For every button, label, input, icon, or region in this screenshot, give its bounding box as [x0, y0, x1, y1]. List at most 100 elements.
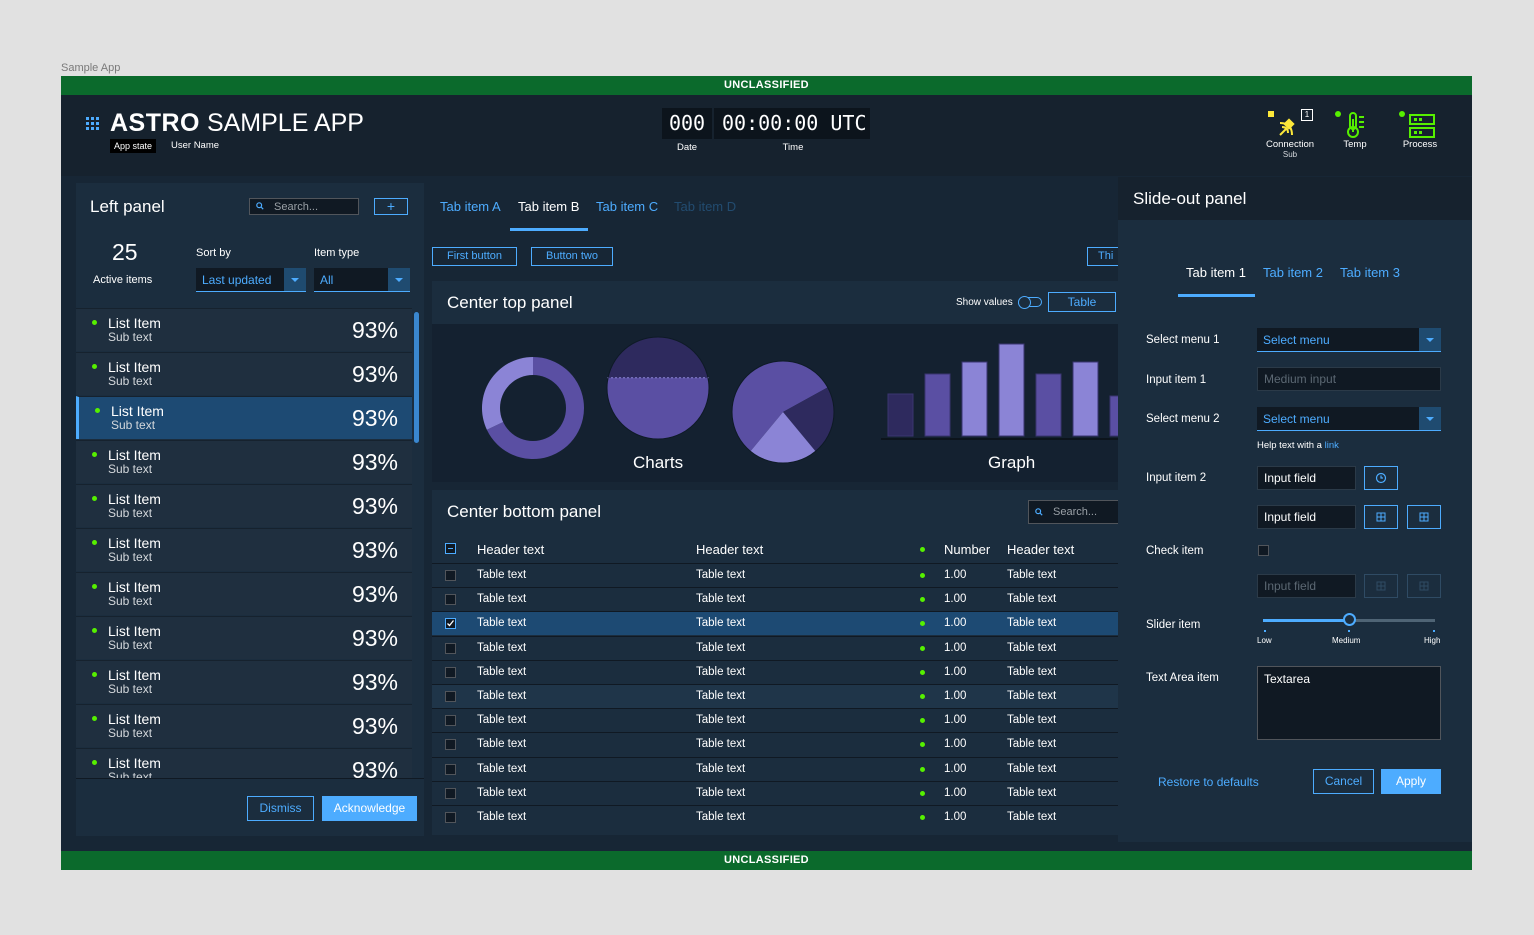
row-checkbox[interactable] — [445, 739, 456, 751]
table-cell-number: 1.00 — [944, 641, 967, 654]
monitor-process[interactable]: Process — [1390, 109, 1450, 150]
pie-slice — [732, 361, 828, 452]
select-menu-2[interactable]: Select menu — [1257, 407, 1441, 431]
row-checkbox[interactable] — [445, 642, 456, 654]
table-row[interactable]: Table text Table text 1.00 Table text — [432, 756, 1118, 781]
table-row[interactable]: Table text Table text 1.00 Table text — [432, 780, 1118, 805]
cancel-button[interactable]: Cancel — [1313, 769, 1374, 794]
left-panel-footer: Dismiss Acknowledge — [76, 778, 424, 836]
tab-item-c[interactable]: Tab item C — [596, 199, 659, 214]
item-type-select[interactable]: All — [314, 268, 410, 292]
tab-item-2[interactable]: Tab item 2 — [1263, 265, 1323, 280]
grid-button[interactable] — [1407, 505, 1441, 529]
show-values-label: Show values — [956, 297, 1013, 308]
active-count-label: Active items — [93, 274, 153, 286]
status-icon — [920, 694, 925, 699]
monitor-temp[interactable]: Temp — [1325, 109, 1385, 150]
row-checkbox[interactable] — [445, 763, 456, 775]
row-checkbox[interactable] — [445, 594, 456, 606]
row-checkbox[interactable] — [445, 666, 456, 678]
monitor-connection[interactable]: 1 Connection Sub — [1260, 109, 1320, 159]
add-button[interactable]: + — [374, 198, 408, 215]
button-two[interactable]: Button two — [531, 247, 613, 266]
list-item[interactable]: List Item Sub text 93% — [76, 660, 412, 703]
tab-item-3[interactable]: Tab item 3 — [1340, 265, 1400, 280]
app-window: UNCLASSIFIED ASTRO SAMPLE APP App state … — [61, 76, 1472, 870]
grid-button[interactable] — [1364, 505, 1398, 529]
table-cell: Table text — [1007, 690, 1057, 702]
help-link[interactable]: link — [1324, 440, 1339, 451]
chevron-down-icon — [1419, 407, 1441, 430]
column-header[interactable]: Header text — [696, 542, 764, 557]
app-menu-icon[interactable] — [86, 117, 100, 131]
table-row[interactable]: Table text Table text 1.00 Table text — [432, 684, 1118, 708]
check-item-checkbox[interactable] — [1258, 545, 1269, 556]
table-row[interactable]: Table text Table text 1.00 Table text — [432, 611, 1118, 636]
apply-button[interactable]: Apply — [1381, 769, 1441, 794]
list-item[interactable]: List Item Sub text 93% — [76, 528, 412, 571]
column-header[interactable]: Header text — [1007, 542, 1075, 557]
table-row[interactable]: Table text Table text 1.00 Table text — [432, 732, 1118, 757]
row-checkbox[interactable] — [445, 570, 456, 581]
clock-button[interactable] — [1364, 466, 1398, 490]
row-checkbox[interactable] — [445, 715, 456, 727]
list-item[interactable]: List Item Sub text 93% — [76, 484, 412, 527]
list-item[interactable]: List Item Sub text 93% — [76, 352, 412, 395]
tab-item-1[interactable]: Tab item 1 — [1186, 265, 1246, 280]
first-button[interactable]: First button — [432, 247, 517, 266]
list-item[interactable]: List Item Sub text 93% — [76, 308, 412, 351]
select-menu-1-value: Select menu — [1263, 333, 1330, 347]
list-item[interactable]: List Item Sub text 93% — [76, 704, 412, 747]
text-area[interactable]: Textarea — [1257, 666, 1441, 740]
table-button[interactable]: Table — [1048, 292, 1116, 312]
select-menu-1[interactable]: Select menu — [1257, 328, 1441, 352]
table-row[interactable]: Table text Table text 1.00 Table text — [432, 635, 1118, 660]
active-count: 25 — [112, 239, 138, 265]
status-icon — [920, 742, 925, 748]
center-bottom-panel: Center bottom panel Search... Header tex… — [432, 490, 1118, 835]
table-cell: Table text — [1007, 617, 1057, 630]
table-row[interactable]: Table text Table text 1.00 Table text — [432, 563, 1118, 587]
list-item[interactable]: List Item Sub text 93% — [76, 572, 412, 615]
tab-item-a[interactable]: Tab item A — [440, 199, 501, 214]
list-item-title: List Item — [108, 491, 161, 507]
column-header[interactable]: Header text — [477, 542, 545, 557]
list-item[interactable]: List Item Sub text 93% — [76, 616, 412, 659]
show-values-toggle[interactable] — [1018, 296, 1042, 309]
table-row[interactable]: Table text Table text 1.00 Table text — [432, 659, 1118, 684]
table-row[interactable]: Table text Table text 1.00 Table text — [432, 587, 1118, 612]
slider-handle[interactable] — [1343, 613, 1356, 626]
left-search-input[interactable]: Search... — [249, 198, 359, 215]
dismiss-button[interactable]: Dismiss — [247, 796, 314, 821]
list-item-title: List Item — [108, 667, 161, 683]
table-search-input[interactable]: Search... — [1028, 500, 1118, 524]
row-checkbox[interactable] — [445, 618, 456, 630]
clock-time: 00:00:00 UTC — [714, 108, 870, 139]
sort-by-select[interactable]: Last updated — [196, 268, 306, 292]
row-checkbox[interactable] — [445, 812, 456, 823]
input-field[interactable]: Input field — [1257, 466, 1356, 490]
restore-defaults-link[interactable]: Restore to defaults — [1158, 775, 1259, 789]
list-item[interactable]: List Item Sub text 93% — [76, 396, 412, 439]
status-icon — [92, 760, 97, 765]
list-item[interactable]: List Item Sub text 93% — [76, 440, 412, 483]
clock-date: 000 — [662, 108, 712, 139]
select-all-checkbox[interactable] — [445, 543, 456, 554]
row-checkbox[interactable] — [445, 787, 456, 799]
grid-icon — [1376, 512, 1386, 522]
table-cell: Table text — [696, 617, 746, 630]
table-row[interactable]: Table text Table text 1.00 Table text — [432, 708, 1118, 733]
column-header[interactable]: Number — [944, 542, 991, 557]
input-field[interactable]: Input field — [1257, 505, 1356, 529]
table-row[interactable]: Table text Table text 1.00 Table text — [432, 805, 1118, 829]
row-checkbox[interactable] — [445, 691, 456, 702]
tab-item-b[interactable]: Tab item B — [518, 199, 580, 214]
list-scrollbar[interactable] — [414, 312, 419, 443]
acknowledge-button[interactable]: Acknowledge — [322, 796, 417, 821]
list-item-value: 93% — [351, 449, 398, 475]
list-item[interactable]: List Item Sub text 93% — [76, 748, 412, 778]
graph-bar — [887, 393, 914, 437]
input-item-1[interactable]: Medium input — [1257, 367, 1441, 391]
table-cell: Table text — [1007, 569, 1057, 581]
table-cell-number: 1.00 — [944, 811, 967, 823]
